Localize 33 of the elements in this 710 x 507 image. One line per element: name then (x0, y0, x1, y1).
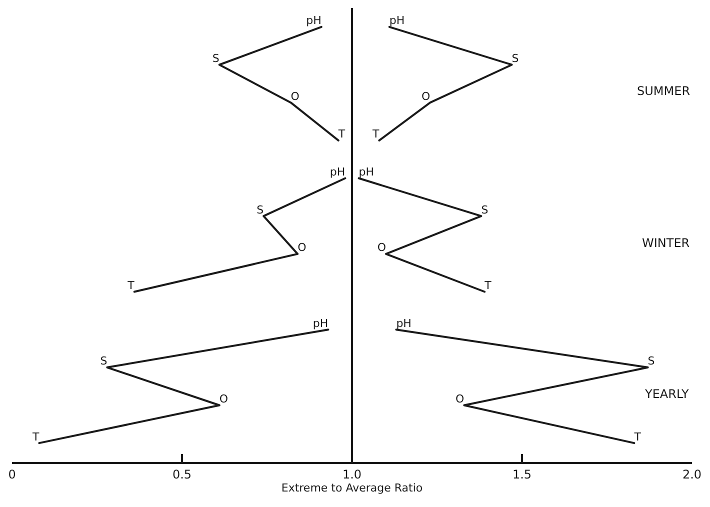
annotation: YEARLY (644, 387, 690, 401)
data-label: T (484, 279, 492, 292)
x-axis-title: Extreme to Average Ratio (281, 481, 423, 494)
x-tick-label: 1.0 (342, 467, 362, 482)
data-label: pH (330, 166, 346, 178)
data-label: S (212, 52, 220, 65)
data-label: pH (358, 166, 374, 178)
data-label: pH (312, 316, 328, 330)
data-label: S (100, 354, 108, 368)
x-tick-label: 0.5 (172, 467, 192, 482)
data-label: T (371, 128, 380, 141)
data-label: O (422, 90, 431, 103)
data-label: T (31, 430, 40, 444)
data-label: S (256, 203, 264, 216)
x-tick-label: 2.0 (682, 467, 702, 482)
data-label: O (377, 241, 386, 254)
data-label: O (219, 392, 228, 406)
data-label: pH (306, 14, 322, 28)
data-label: S (512, 52, 519, 65)
data-label: S (648, 354, 655, 368)
annotation: SUMMER (637, 84, 690, 98)
data-label: pH (389, 14, 405, 28)
annotation: WINTER (642, 236, 690, 250)
data-label: O (456, 392, 465, 406)
data-label: S (481, 203, 488, 216)
data-label: pH (396, 316, 412, 330)
data-label: O (298, 241, 307, 254)
data-label: O (290, 90, 300, 103)
x-tick-label: 0 (8, 467, 16, 482)
data-label: T (126, 279, 135, 292)
data-label: T (633, 430, 642, 444)
data-label: T (337, 128, 346, 141)
x-tick-label: 1.5 (512, 467, 532, 482)
